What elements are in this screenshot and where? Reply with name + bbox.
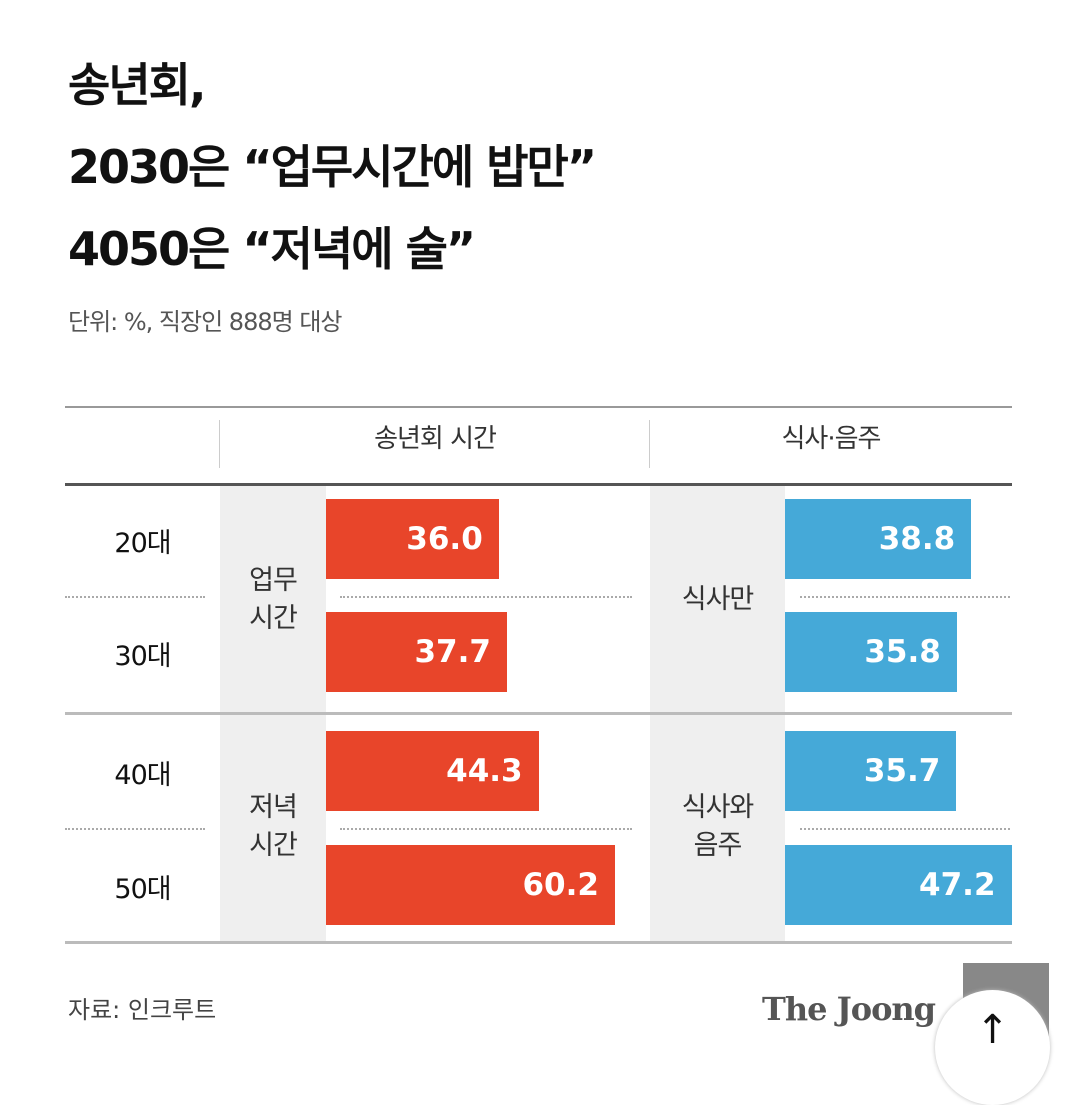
group-label-line: 업무 <box>249 564 298 596</box>
group-label-line: 시간 <box>249 829 298 861</box>
header-time: 송년회 시간 <box>374 424 497 454</box>
category-label: 50대 <box>114 874 171 905</box>
bar: 60.2 <box>326 845 615 925</box>
title-line: 4050은 “저녁에 술” <box>68 222 476 276</box>
divider <box>65 483 1012 486</box>
row-separator <box>340 828 632 830</box>
bar: 44.3 <box>326 731 539 811</box>
group-label-line: 식사만 <box>681 583 755 615</box>
subtitle: 단위: %, 직장인 888명 대상 <box>68 308 342 336</box>
group-label: 식사만 <box>650 486 785 713</box>
bar: 37.7 <box>326 612 507 692</box>
arrow-up-icon: ↑ <box>975 1007 1010 1053</box>
source: 자료: 인크루트 <box>68 996 217 1024</box>
bar: 36.0 <box>326 499 499 579</box>
category-label: 30대 <box>114 641 171 672</box>
title-line: 송년회, <box>68 58 206 112</box>
category-label: 20대 <box>114 528 171 559</box>
logo: The Joong <box>762 990 936 1028</box>
row-separator <box>65 595 205 598</box>
divider <box>65 406 1012 408</box>
bar: 47.2 <box>785 845 1012 925</box>
row-separator <box>340 595 632 598</box>
row-separator <box>800 828 1010 830</box>
group-label-line: 음주 <box>693 829 743 861</box>
divider <box>65 941 1012 944</box>
bar: 35.7 <box>785 731 957 811</box>
scroll-top-button[interactable]: ↑ <box>935 990 1050 1105</box>
title-line: 2030은 “업무시간에 밥만” <box>68 140 597 194</box>
row-separator <box>800 595 1010 598</box>
group-label-line: 시간 <box>249 602 298 634</box>
bar: 35.8 <box>785 612 957 692</box>
divider <box>649 420 650 468</box>
category-label: 40대 <box>114 760 171 791</box>
bar: 38.8 <box>785 499 972 579</box>
divider <box>219 420 220 468</box>
row-separator <box>65 828 205 830</box>
header-meal: 식사·음주 <box>781 424 882 454</box>
group-label-line: 저녁 <box>249 791 298 823</box>
group-label-line: 식사와 <box>681 791 755 823</box>
chart-title: 송년회, 2030은 “업무시간에 밥만” 4050은 “저녁에 술” <box>68 44 597 290</box>
divider <box>65 712 1012 715</box>
